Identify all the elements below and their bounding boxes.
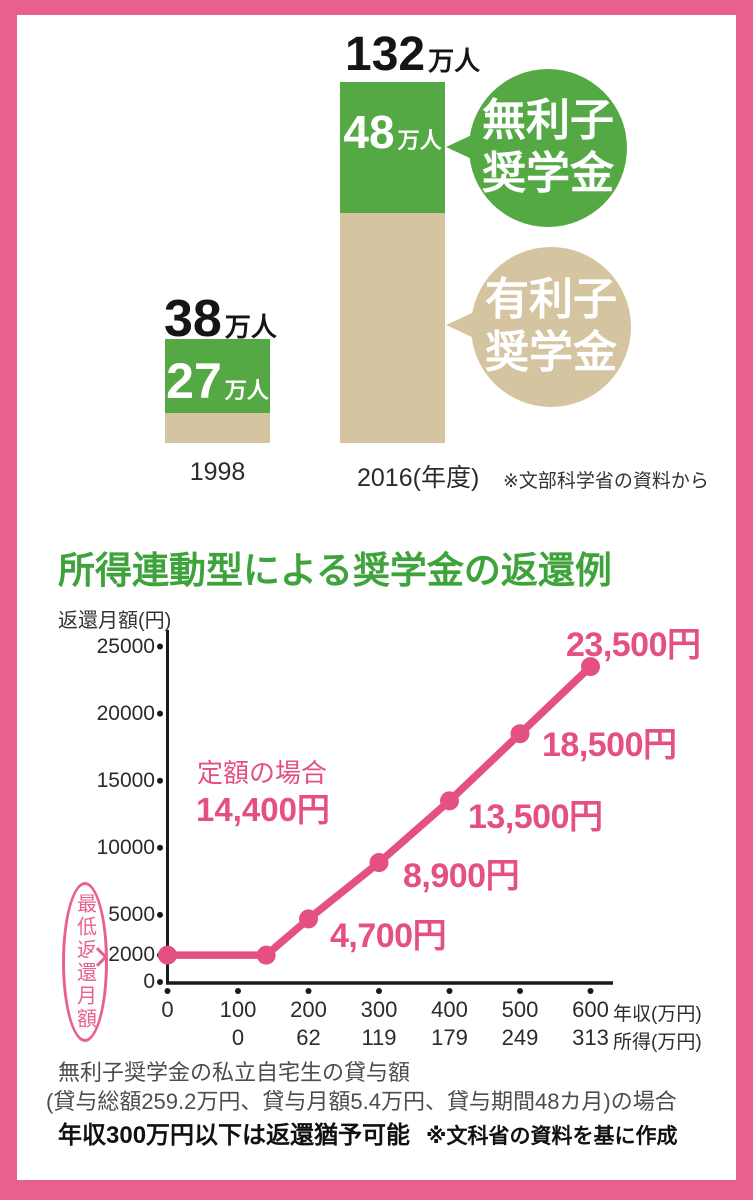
footnote-line1: 無利子奨学金の私立自宅生の貸与額 bbox=[58, 1060, 411, 1085]
footnote-line2: (貸与総額259.2万円、貸与月額5.4万円、貸与期間48カ月)の場合 bbox=[46, 1089, 677, 1114]
income-tick-label: 119 bbox=[361, 1025, 397, 1050]
interest-free-2016-value: 48 bbox=[343, 106, 395, 158]
y-tick bbox=[157, 777, 163, 784]
interest-free-2016-label: 48 万人 bbox=[340, 109, 445, 155]
bar-2016-interest-free-segment bbox=[340, 82, 445, 213]
point-label: 4,700円 bbox=[330, 917, 447, 955]
interest-free-1998-value: 27 bbox=[166, 353, 222, 409]
y-tick bbox=[157, 710, 163, 717]
income-tick-label: 62 bbox=[296, 1025, 321, 1050]
y-tick bbox=[157, 844, 163, 851]
y-tick bbox=[157, 979, 163, 985]
y-tick-label: 5000 bbox=[108, 902, 155, 926]
income-tick-label: 0 bbox=[231, 1025, 245, 1050]
total-2016-label: 132 万人 bbox=[345, 31, 480, 79]
data-point bbox=[369, 853, 389, 873]
bar-1998-interest-free-segment bbox=[165, 339, 270, 413]
data-point bbox=[158, 945, 177, 965]
flat-rate-amount: 14,400円 bbox=[196, 791, 330, 828]
x-tick bbox=[305, 988, 312, 994]
x-axis-unit: 年収(万円) bbox=[613, 1004, 702, 1025]
data-point bbox=[581, 657, 600, 677]
x-tick-label: 200 bbox=[290, 997, 327, 1022]
x-tick bbox=[376, 988, 382, 994]
income-tick-label: 313 bbox=[572, 1025, 609, 1050]
income-axis-unit: 所得(万円) bbox=[613, 1032, 702, 1053]
x-tick-label: 100 bbox=[219, 997, 257, 1022]
interest-bearing-bubble-line1: 有利子 bbox=[485, 275, 617, 325]
y-tick bbox=[157, 911, 163, 918]
interest-bearing-bubble-line2: 奨学金 bbox=[485, 328, 617, 377]
y-tick-label: 20000 bbox=[96, 701, 155, 725]
y-tick-label: 0 bbox=[143, 970, 155, 993]
y-tick bbox=[157, 643, 163, 650]
total-1998-unit: 万人 bbox=[224, 312, 277, 342]
x-tick bbox=[446, 988, 453, 994]
interest-free-bubble-line2: 奨学金 bbox=[482, 149, 614, 198]
interest-free-bubble-line1: 無利子 bbox=[482, 96, 614, 146]
point-label: 13,500円 bbox=[468, 798, 603, 836]
point-label: 8,900円 bbox=[403, 857, 520, 895]
total-1998-value: 38 bbox=[164, 290, 222, 348]
interest-bearing-bubble: 有利子 奨学金 bbox=[471, 247, 631, 407]
interest-free-1998-label: 27 万人 bbox=[165, 356, 270, 406]
interest-free-1998-unit: 万人 bbox=[224, 378, 269, 403]
point-label: 18,500円 bbox=[542, 726, 677, 764]
deferment-note: 年収300万円以下は返還猶予可能 bbox=[58, 1122, 411, 1149]
source-note-top: ※文部科学省の資料から bbox=[503, 471, 709, 492]
line-chart-title: 所得連動型による奨学金の返還例 bbox=[58, 550, 612, 591]
total-2016-value: 132 bbox=[345, 28, 426, 81]
category-label-1998: 1998 bbox=[189, 458, 246, 486]
data-point bbox=[299, 909, 318, 929]
income-tick-label: 249 bbox=[501, 1025, 539, 1050]
y-tick-label: 2000 bbox=[108, 943, 155, 967]
bar-2016-interest-bearing-segment bbox=[340, 213, 445, 443]
interest-free-2016-unit: 万人 bbox=[397, 128, 442, 153]
x-tick bbox=[235, 988, 241, 994]
y-tick-label: 25000 bbox=[96, 634, 155, 658]
min-repayment-label: 最低返還月額 bbox=[73, 893, 96, 1031]
y-axis-title: 返還月額(円) bbox=[58, 610, 172, 632]
source-note-bottom: ※文科省の資料を基に作成 bbox=[426, 1125, 678, 1148]
interest-bearing-bubble-tail bbox=[446, 312, 474, 338]
footnote-line3: 年収300万円以下は返還猶予可能 ※文科省の資料を基に作成 bbox=[58, 1115, 677, 1150]
x-tick-label: 0 bbox=[161, 997, 174, 1022]
x-tick-label: 600 bbox=[572, 997, 609, 1022]
x-tick-label: 500 bbox=[501, 997, 539, 1022]
flat-rate-caption: 定額の場合 bbox=[197, 758, 328, 788]
point-label: 23,500円 bbox=[566, 626, 701, 664]
x-tick bbox=[587, 988, 594, 994]
x-tick-label: 400 bbox=[431, 997, 468, 1022]
x-tick bbox=[517, 988, 523, 994]
data-point bbox=[510, 724, 530, 744]
data-point bbox=[256, 945, 276, 965]
y-tick-label: 15000 bbox=[96, 768, 155, 792]
category-label-2016: 2016(年度) bbox=[357, 464, 480, 492]
bar-1998-interest-bearing-segment bbox=[165, 413, 270, 443]
income-tick-label: 179 bbox=[431, 1025, 468, 1050]
total-2016-unit: 万人 bbox=[428, 46, 481, 76]
y-tick-label: 10000 bbox=[96, 835, 155, 859]
interest-free-bubble-tail bbox=[446, 134, 474, 160]
interest-free-bubble: 無利子 奨学金 bbox=[469, 69, 627, 227]
total-1998-label: 38 万人 bbox=[164, 293, 277, 345]
x-tick-label: 300 bbox=[360, 997, 398, 1022]
x-tick bbox=[164, 988, 171, 994]
data-point bbox=[440, 791, 459, 811]
